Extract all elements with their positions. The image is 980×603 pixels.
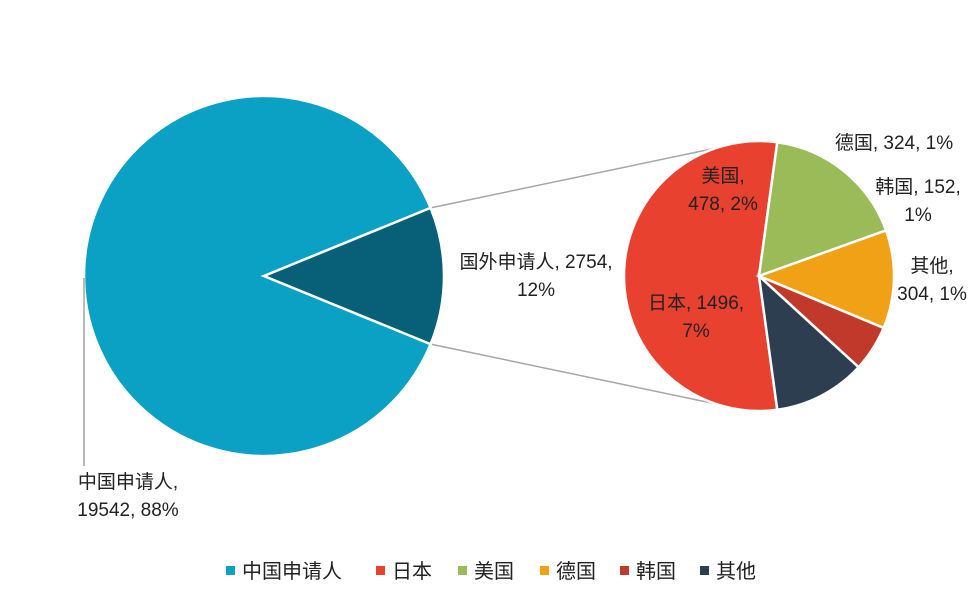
legend-item-germany: 德国 — [540, 560, 596, 583]
connector-line-top — [430, 140, 748, 209]
legend-swatch — [458, 566, 467, 575]
legend-swatch — [620, 566, 629, 575]
connector-line-bottom — [430, 343, 748, 412]
legend-label: 德国 — [556, 560, 596, 583]
slice-japan — [622, 139, 779, 413]
legend-item-usa: 美国 — [458, 560, 514, 583]
data-label-korea: 韩国, 152, 1% — [875, 176, 961, 226]
legend-swatch — [376, 566, 385, 575]
legend-item-korea: 韩国 — [620, 560, 676, 583]
legend: 中国申请人 日本 美国 德国 韩国 其他 — [226, 560, 756, 583]
legend-label: 其他 — [716, 560, 756, 583]
data-label-usa: 美国, 478, 2% — [688, 165, 758, 215]
main-pie — [82, 94, 446, 458]
legend-swatch — [700, 566, 709, 575]
legend-swatch — [540, 566, 549, 575]
legend-item-japan: 日本 — [376, 560, 432, 583]
slice-other — [757, 272, 861, 412]
connector-lines — [430, 140, 748, 412]
legend-label: 日本 — [392, 560, 432, 583]
secondary-pie — [622, 139, 896, 413]
slice-china — [82, 94, 433, 458]
legend-item-other: 其他 — [700, 560, 756, 583]
slice-usa — [757, 140, 888, 278]
slice-foreign — [260, 206, 446, 346]
legend-swatch — [226, 566, 235, 575]
data-label-germany: 德国, 324, 1% — [835, 132, 953, 154]
legend-item-china: 中国申请人 — [226, 560, 342, 583]
legend-label: 韩国 — [636, 560, 676, 583]
data-label-foreign: 国外申请人, 2754, 12% — [459, 251, 612, 301]
legend-label: 中国申请人 — [242, 560, 342, 583]
slice-germany — [755, 228, 896, 330]
data-labels: 中国申请人, 19542, 88% 国外申请人, 2754, 12% 日本, 1496,… — [77, 132, 967, 521]
data-label-other: 其他, 304, 1% — [897, 255, 967, 305]
data-label-japan: 日本, 1496, 7% — [648, 292, 744, 342]
data-label-china: 中国申请人, 19542, 88% — [77, 471, 179, 521]
legend-label: 美国 — [474, 560, 514, 583]
